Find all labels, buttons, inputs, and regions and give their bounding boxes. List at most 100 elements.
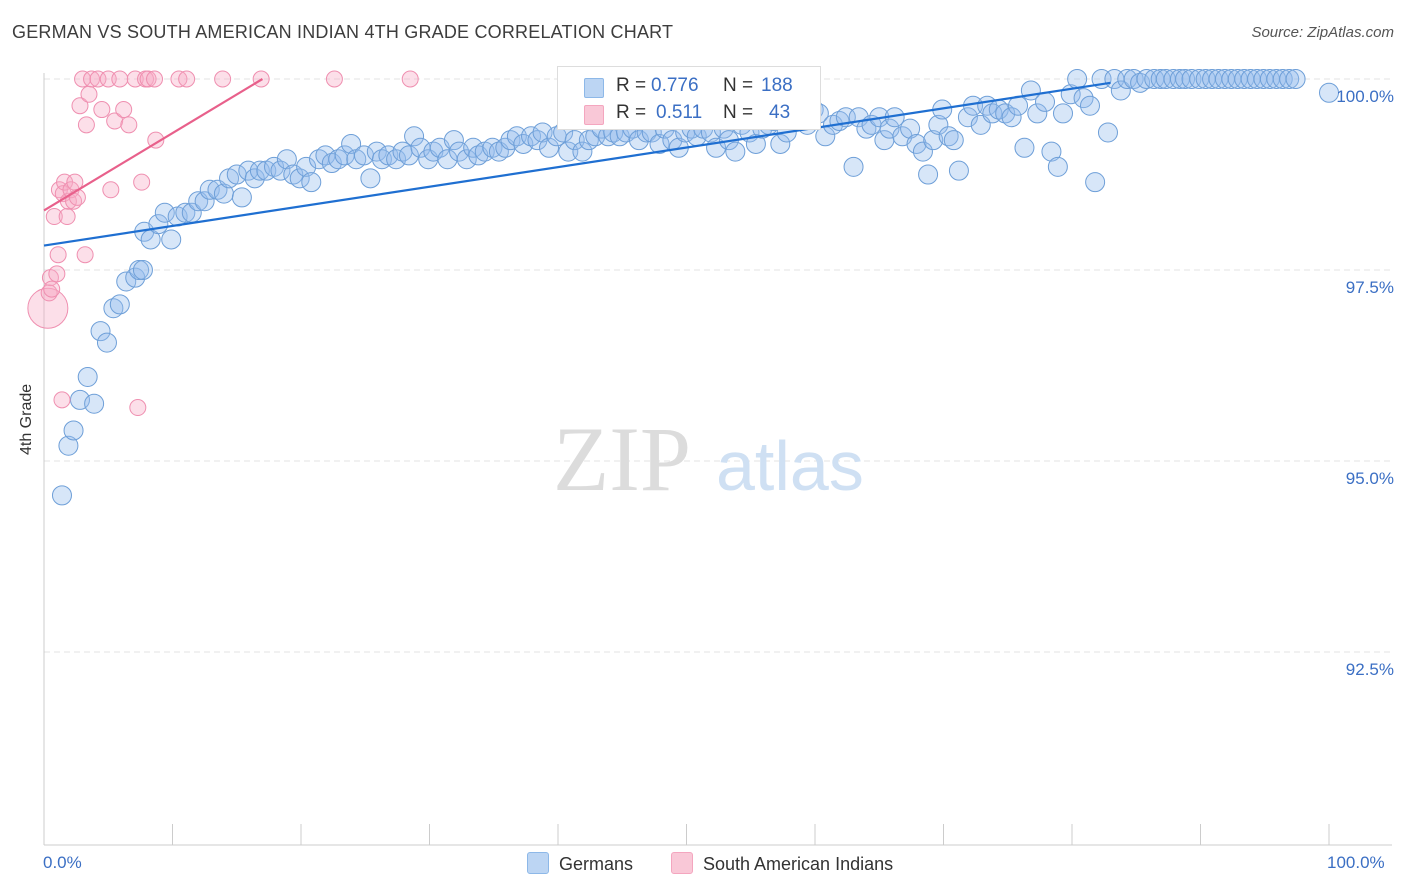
y-tick-label: 95.0% [1345, 469, 1394, 488]
south-american-indian-point [68, 188, 86, 206]
south-american-indian-point [99, 70, 117, 88]
y-axis-label: 4th Grade [18, 383, 35, 455]
south-american-indians-trend-line [43, 78, 264, 212]
german-point [51, 485, 72, 506]
legend-n-label: N = [723, 102, 754, 123]
german-point [1041, 141, 1062, 162]
south-american-indian-point [58, 208, 76, 226]
german-point [1067, 69, 1088, 89]
south-american-indian-point [111, 70, 129, 88]
legend-n-value: 188 [761, 75, 793, 96]
x-tick-label: 100.0% [1327, 853, 1385, 872]
german-point [578, 130, 599, 151]
german-point [231, 187, 252, 208]
german-point [564, 130, 585, 151]
legend-item-germans: Germans [527, 852, 633, 876]
german-point [912, 141, 933, 162]
legend-swatch-south-american-indians [671, 852, 693, 874]
south-american-indian-point [133, 173, 151, 191]
legend-n-label: N = [723, 75, 754, 96]
german-point [628, 130, 649, 151]
german-point [301, 172, 322, 193]
german-point [1181, 69, 1202, 89]
south-american-indian-point [147, 131, 165, 149]
south-american-indian-point [126, 70, 144, 88]
german-point [398, 145, 419, 166]
south-american-indian-point [74, 70, 92, 88]
south-american-indian-point [214, 70, 232, 88]
german-point [360, 168, 381, 189]
south-american-indian-point [146, 70, 164, 88]
german-point [404, 126, 425, 147]
legend-label-germans: Germans [559, 854, 634, 874]
legend-n-value: 43 [769, 102, 791, 123]
series-germans [51, 69, 1339, 506]
south-american-indian-point [76, 246, 94, 264]
south-american-indian-point [48, 265, 66, 283]
german-point [1110, 80, 1131, 101]
german-point [649, 133, 670, 154]
german-point [1027, 103, 1048, 124]
german-point [58, 435, 79, 456]
german-point [1035, 91, 1056, 112]
legend-item-south-american-indians: South American Indians [671, 852, 893, 876]
german-point [296, 156, 317, 177]
german-point [879, 118, 900, 139]
y-tick-label: 92.5% [1345, 660, 1394, 679]
german-point [1001, 107, 1022, 128]
watermark-atlas: atlas [716, 427, 864, 505]
german-point [900, 118, 921, 139]
german-point [500, 130, 521, 151]
german-point [918, 164, 939, 185]
german-point [264, 156, 285, 177]
german-point [194, 191, 215, 212]
south-american-indian-point [401, 70, 419, 88]
legend-swatch-germans [584, 78, 604, 98]
german-point [96, 332, 117, 353]
german-point [371, 149, 392, 170]
legend-r-value: 0.776 [651, 75, 699, 96]
german-point [725, 141, 746, 162]
south-american-indian-point [83, 70, 101, 88]
german-point [1319, 82, 1339, 103]
south-american-indian-point [49, 246, 67, 264]
legend-swatch-south-american-indians [584, 105, 604, 125]
german-point [843, 156, 864, 177]
german-point [289, 168, 310, 189]
german-point [928, 114, 949, 135]
south-american-indian-point [139, 70, 157, 88]
german-point [1279, 69, 1300, 89]
german-point [957, 107, 978, 128]
y-tick-label: 100.0% [1336, 87, 1394, 106]
german-point [1008, 95, 1029, 116]
german-point [1047, 156, 1068, 177]
german-point [995, 103, 1016, 124]
german-point [1163, 69, 1184, 89]
german-point [558, 141, 579, 162]
south-american-indian-point [102, 181, 120, 199]
german-point [1014, 137, 1035, 158]
axes [43, 73, 1392, 846]
german-point [443, 130, 464, 151]
watermark: ZIP atlas [553, 408, 864, 510]
german-point [63, 420, 84, 441]
south-american-indian-point [45, 208, 63, 226]
south-american-indian-point [325, 70, 343, 88]
chart-title: GERMAN VS SOUTH AMERICAN INDIAN 4TH GRAD… [12, 22, 674, 42]
legend-swatch-germans [527, 852, 549, 874]
german-point [283, 164, 304, 185]
legend-r-value: 0.511 [656, 102, 703, 123]
german-point [175, 202, 196, 223]
german-point [103, 298, 124, 319]
german-point [109, 294, 130, 315]
source-label: Source: ZipAtlas.com [1251, 24, 1394, 41]
german-point [1097, 122, 1118, 143]
x-tick-label: 0.0% [43, 853, 82, 872]
german-point [1079, 95, 1100, 116]
german-point [341, 133, 362, 154]
german-point [84, 393, 105, 414]
german-point [943, 130, 964, 151]
german-point [456, 149, 477, 170]
german-point [521, 126, 542, 147]
